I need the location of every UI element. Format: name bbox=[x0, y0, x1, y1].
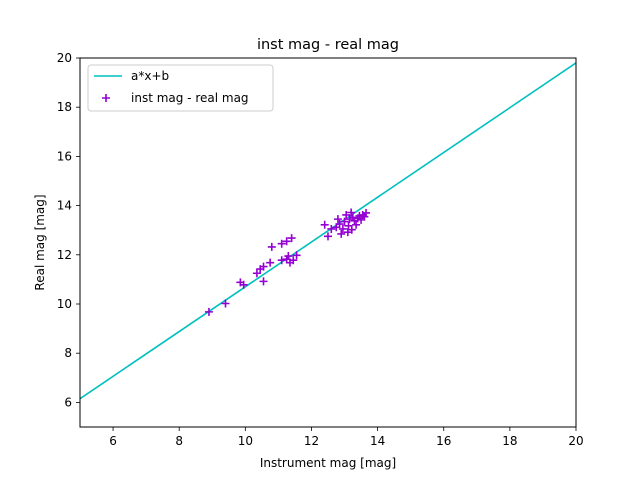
scatter-point bbox=[352, 220, 361, 229]
legend-plus-marker bbox=[102, 94, 110, 102]
y-tick-label: 12 bbox=[57, 248, 72, 262]
x-tick-label: 12 bbox=[304, 434, 319, 448]
scatter-point bbox=[342, 210, 351, 219]
y-tick-label: 6 bbox=[64, 395, 72, 409]
x-tick-label: 20 bbox=[568, 434, 583, 448]
y-tick-label: 10 bbox=[57, 297, 72, 311]
x-tick-label: 8 bbox=[175, 434, 183, 448]
legend-label-scatter: inst mag - real mag bbox=[131, 91, 249, 105]
scatter-point bbox=[360, 212, 369, 221]
legend-label-fit-line: a*x+b bbox=[131, 69, 169, 83]
y-tick-label: 20 bbox=[57, 51, 72, 65]
x-tick-label: 16 bbox=[436, 434, 451, 448]
scatter-point bbox=[340, 217, 349, 226]
scatter-point bbox=[252, 269, 261, 278]
y-tick-label: 16 bbox=[57, 149, 72, 163]
scatter-point bbox=[324, 232, 332, 241]
scatter-point bbox=[259, 277, 268, 286]
scatter-point bbox=[362, 208, 371, 217]
y-tick-label: 8 bbox=[64, 346, 72, 360]
fit-line bbox=[80, 62, 576, 400]
scatter-point bbox=[338, 224, 347, 233]
scatter-point bbox=[277, 256, 286, 265]
scatter-point bbox=[221, 299, 230, 308]
y-tick-label: 14 bbox=[57, 199, 72, 213]
chart-title: inst mag - real mag bbox=[257, 37, 399, 53]
scatter-point bbox=[347, 225, 356, 234]
scatter-point bbox=[259, 262, 268, 271]
x-tick-label: 6 bbox=[109, 434, 117, 448]
scatter-point bbox=[239, 280, 248, 289]
scatter-point bbox=[282, 237, 291, 246]
scatter-point bbox=[337, 229, 346, 238]
scatter-point bbox=[277, 239, 286, 248]
legend-box bbox=[87, 64, 274, 112]
axes-frame bbox=[79, 57, 577, 428]
scatter-point bbox=[204, 307, 213, 316]
scatter-point bbox=[266, 258, 275, 267]
scatter-point bbox=[347, 208, 356, 217]
scatter-point bbox=[292, 251, 301, 260]
y-tick-label: 18 bbox=[57, 100, 72, 114]
scatter-point bbox=[267, 242, 276, 251]
scatter-point bbox=[333, 215, 342, 224]
legend-marker-swatch bbox=[102, 94, 110, 102]
axis-ticks: 6 8 10 12 14 16 18 20 6 8 10 12 14 16 18 20 bbox=[57, 51, 584, 448]
scatter-point bbox=[289, 256, 298, 265]
x-axis-label: Instrument mag [mag] bbox=[260, 456, 396, 470]
scatter-point bbox=[320, 220, 329, 229]
plot-area bbox=[80, 62, 576, 400]
legend: a*x+b inst mag - real mag bbox=[87, 64, 274, 112]
scatter-point bbox=[287, 234, 296, 243]
x-tick-label: 18 bbox=[502, 434, 517, 448]
scatter-point bbox=[327, 224, 336, 233]
x-tick-label: 10 bbox=[238, 434, 253, 448]
scatter-point bbox=[335, 220, 344, 229]
scatter-point bbox=[284, 252, 293, 261]
y-axis-label: Real mag [mag] bbox=[33, 194, 47, 290]
x-tick-label: 14 bbox=[370, 434, 385, 448]
